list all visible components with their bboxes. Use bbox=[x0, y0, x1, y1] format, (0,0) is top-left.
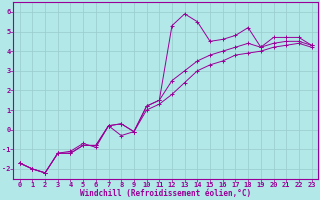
X-axis label: Windchill (Refroidissement éolien,°C): Windchill (Refroidissement éolien,°C) bbox=[80, 189, 251, 198]
